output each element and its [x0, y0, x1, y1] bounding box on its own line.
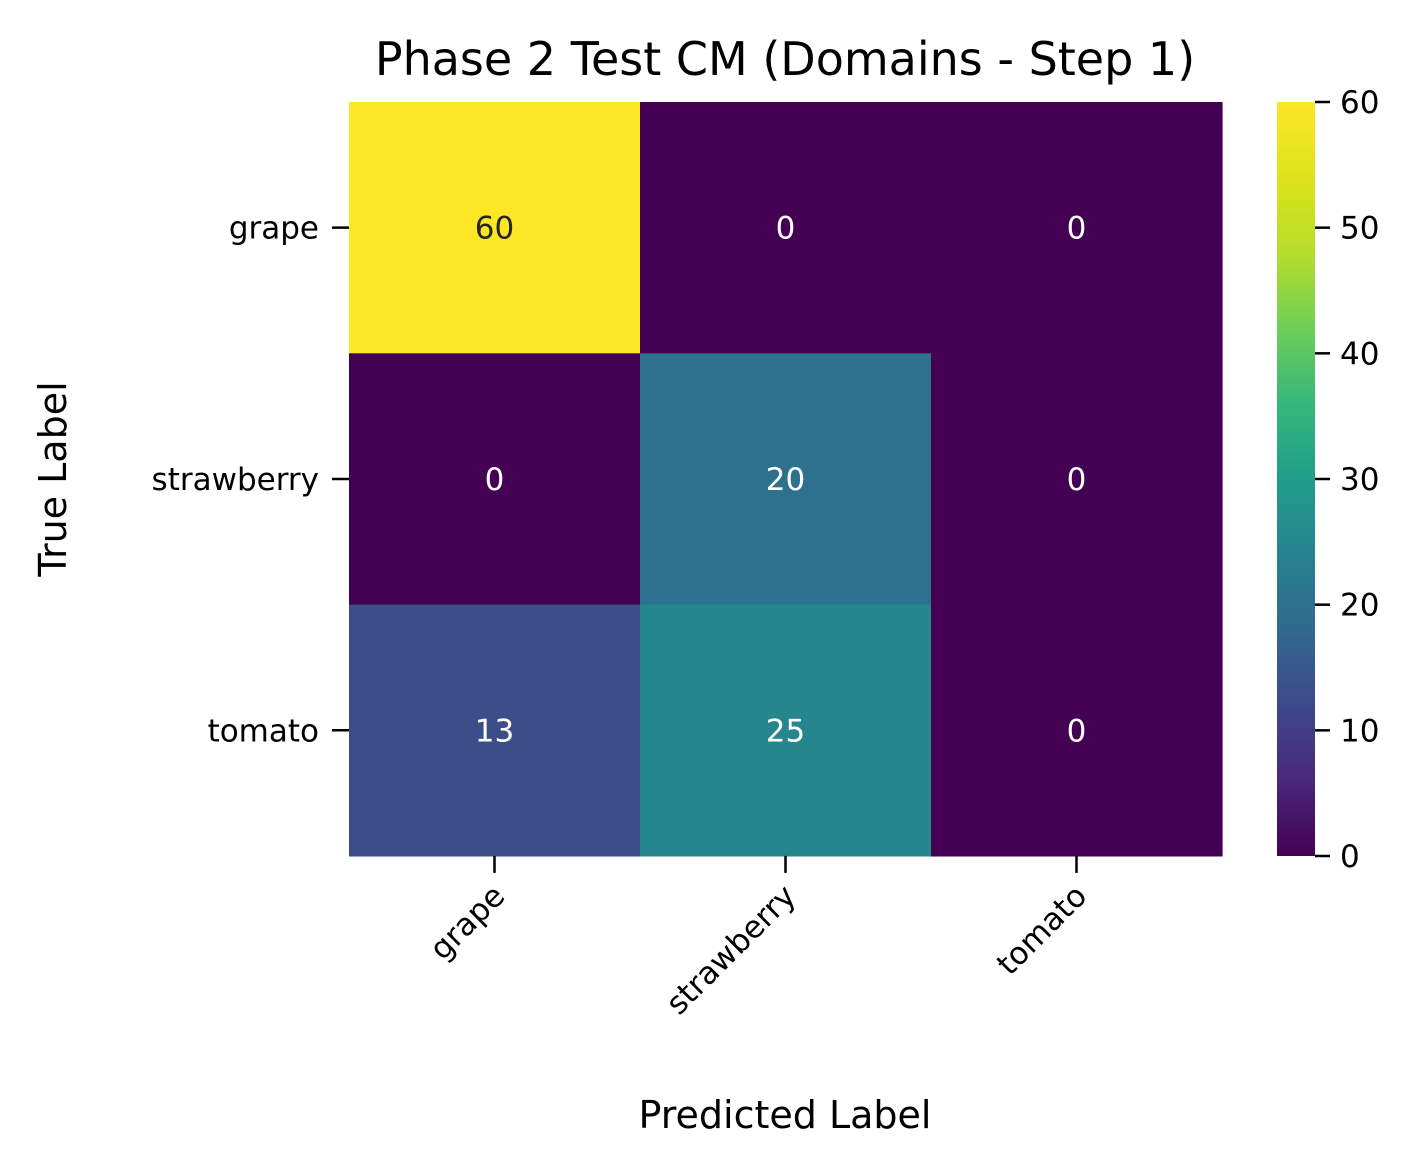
- y-tick-label: strawberry: [152, 462, 319, 498]
- cell-value-label: 25: [766, 713, 805, 749]
- heatmap-cell-grape-strawberry: [640, 102, 932, 354]
- x-tick-label: grape: [423, 878, 512, 967]
- colorbar-tick-label: 10: [1340, 713, 1379, 749]
- colorbar-ticks: 0 10 20 30 40 50 60: [1315, 85, 1379, 875]
- y-axis-ticks: grape strawberry tomato: [152, 211, 349, 749]
- cell-value-label: 20: [766, 462, 805, 498]
- colorbar: [1277, 102, 1315, 856]
- heatmap-cell-strawberry-strawberry: [640, 353, 932, 606]
- x-tick-label: tomato: [990, 878, 1094, 982]
- y-tick-label: tomato: [208, 713, 319, 749]
- colorbar-tick-label: 40: [1340, 336, 1379, 372]
- colorbar-tick-label: 20: [1340, 588, 1379, 624]
- cell-value-label: 0: [1067, 211, 1087, 247]
- colorbar-tick-label: 30: [1340, 462, 1379, 498]
- cell-value-label: 60: [475, 211, 514, 247]
- heatmap-cells: [349, 102, 1223, 857]
- heatmap-cell-labels: 60 0 0 0 20 0 13 25 0: [475, 211, 1087, 750]
- colorbar-tick-label: 0: [1340, 839, 1360, 875]
- cell-value-label: 0: [485, 462, 505, 498]
- colorbar-tick-label: 50: [1340, 211, 1379, 247]
- y-axis-label: True Label: [31, 381, 75, 577]
- x-tick-label: strawberry: [659, 878, 803, 1022]
- heatmap-cell-strawberry-grape: [349, 353, 641, 606]
- heatmap-cell-tomato-grape: [349, 604, 641, 857]
- chart-title: Phase 2 Test CM (Domains - Step 1): [375, 32, 1195, 86]
- heatmap-cell-grape-grape: [349, 102, 641, 354]
- cell-value-label: 0: [1067, 462, 1087, 498]
- cell-value-label: 0: [776, 211, 796, 247]
- cell-value-label: 0: [1067, 713, 1087, 749]
- heatmap-cell-tomato-strawberry: [640, 604, 932, 857]
- y-tick-label: grape: [229, 211, 319, 247]
- colorbar-tick-label: 60: [1340, 85, 1379, 121]
- heatmap-cell-tomato-tomato: [931, 604, 1223, 857]
- x-axis-label: Predicted Label: [639, 1093, 932, 1137]
- cell-value-label: 13: [475, 713, 514, 749]
- x-axis-ticks: grape strawberry tomato: [423, 855, 1094, 1022]
- heatmap-cell-strawberry-tomato: [931, 353, 1223, 606]
- heatmap-cell-grape-tomato: [931, 102, 1223, 354]
